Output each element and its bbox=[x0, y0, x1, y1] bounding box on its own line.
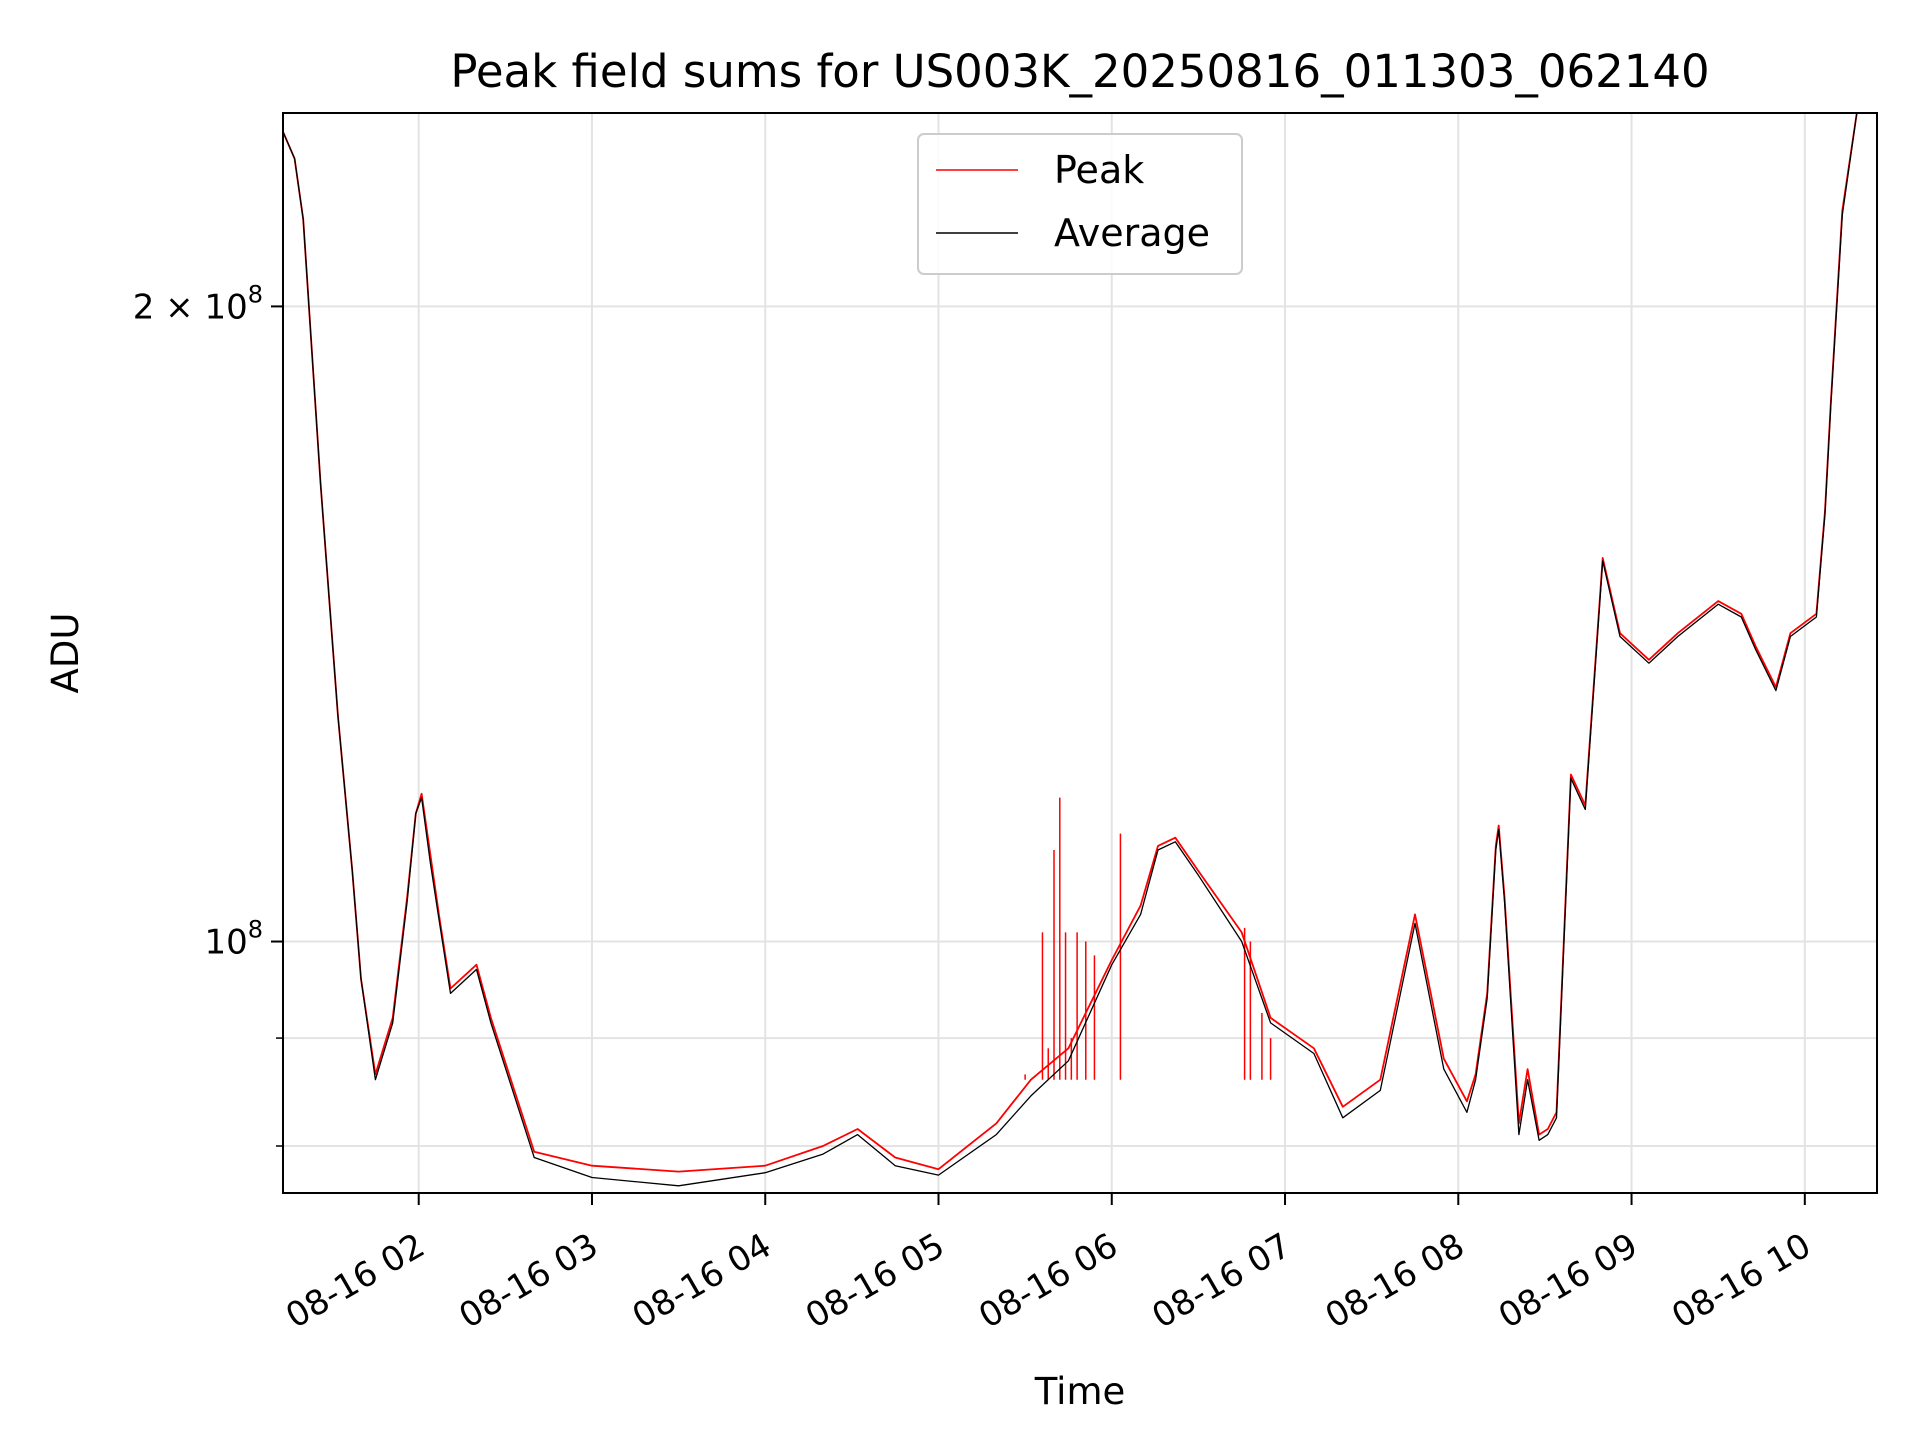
legend-box bbox=[917, 133, 1243, 275]
legend: Peak Average bbox=[917, 133, 1243, 275]
y-tick-coef: 2 × bbox=[133, 287, 205, 327]
plot-frame bbox=[282, 112, 1878, 1194]
y-tick-label: 108 bbox=[204, 916, 263, 963]
x-axis-label: Time bbox=[1034, 1370, 1126, 1413]
y-tick-exponent: 8 bbox=[248, 280, 263, 308]
series-line-average bbox=[283, 113, 1858, 1187]
y-tick-label-text: 2 × 108 bbox=[133, 280, 263, 327]
y-tick-base: 10 bbox=[204, 923, 247, 963]
y-axis-label: ADU bbox=[44, 613, 87, 694]
series-layer bbox=[283, 113, 1858, 1187]
series-line-peak bbox=[283, 113, 1858, 1173]
plot-area bbox=[283, 113, 1858, 1187]
y-tick-base: 10 bbox=[204, 287, 247, 327]
legend-label-peak: Peak bbox=[1054, 148, 1144, 192]
grid bbox=[283, 113, 1877, 1193]
y-tick-label-text: 108 bbox=[204, 916, 263, 963]
y-tick-label: 2 × 108 bbox=[133, 280, 263, 327]
chart-title: Peak field sums for US003K_20250816_0113… bbox=[450, 45, 1709, 98]
y-tick-exponent: 8 bbox=[248, 916, 263, 944]
legend-label-average: Average bbox=[1054, 211, 1210, 255]
